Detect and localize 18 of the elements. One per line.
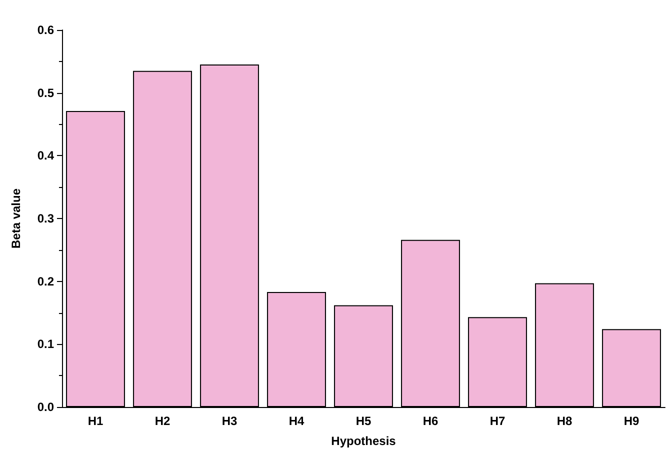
x-tick-label: H4 [288,414,304,428]
x-axis-title: Hypothesis [331,434,396,448]
x-tick-label: H6 [422,414,438,428]
y-tick-label: 0.5 [37,86,54,100]
x-tick-label: H7 [490,414,506,428]
x-tick-label: H2 [154,414,170,428]
x-tick-label: H5 [356,414,372,428]
x-tick-label: H1 [88,414,104,428]
x-tick-label: H8 [556,414,572,428]
x-tick-label: H9 [624,414,640,428]
y-tick-label: 0.1 [37,337,54,352]
y-tick-label: 0.3 [37,212,54,226]
y-tick-label: 0.4 [37,148,54,163]
y-tick-label: 0.6 [37,23,54,37]
x-tick-label: H3 [222,414,238,428]
y-tick-label: 0.0 [37,400,54,414]
y-tick-label: 0.2 [37,274,54,288]
y-axis-title: Beta value [9,188,23,249]
